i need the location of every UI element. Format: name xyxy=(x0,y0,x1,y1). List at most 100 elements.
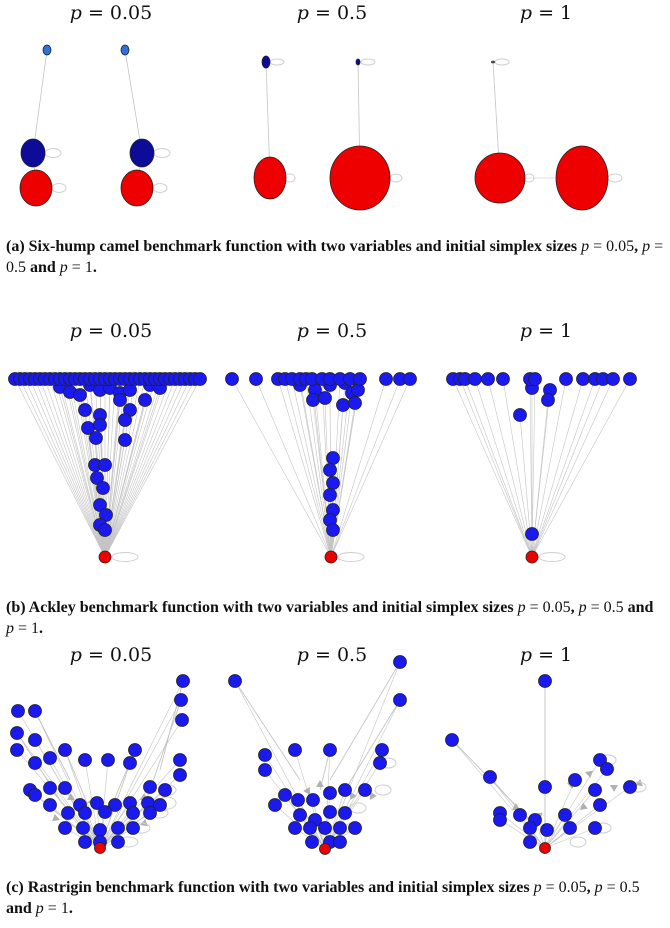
node-blue xyxy=(98,805,112,819)
edge-arrowhead xyxy=(585,770,593,779)
graph-edge xyxy=(330,378,387,558)
node-blue xyxy=(93,498,107,512)
graph-edge xyxy=(531,378,604,558)
self-loop xyxy=(152,183,168,193)
node-blue xyxy=(113,393,127,407)
self-loop xyxy=(374,784,392,796)
node-optimum xyxy=(319,843,331,855)
self-loop xyxy=(389,173,403,183)
node-blue xyxy=(98,458,112,472)
edge-arrowhead xyxy=(67,793,75,800)
node-blue xyxy=(249,372,263,386)
node-blue xyxy=(288,821,302,835)
graph-edge xyxy=(291,378,332,558)
node-blue xyxy=(588,783,602,797)
subplot-label-b-3: p = 1 xyxy=(519,320,573,342)
node-blue xyxy=(513,808,527,822)
node-blue xyxy=(58,743,72,757)
node-blue xyxy=(588,821,602,835)
node-blue xyxy=(111,821,125,835)
node-blue xyxy=(93,418,107,432)
self-loop xyxy=(607,173,623,183)
node-blue xyxy=(58,781,72,795)
graph-edge xyxy=(330,378,401,558)
node-blue xyxy=(318,391,332,405)
node-blue xyxy=(73,388,87,402)
node-blue xyxy=(513,408,527,422)
graph-edge xyxy=(24,378,106,558)
node-blue xyxy=(176,674,190,688)
node-blue xyxy=(538,780,552,794)
node-blue xyxy=(323,463,337,477)
edge-arrowhead xyxy=(370,792,377,800)
self-loop xyxy=(269,58,285,66)
node-blue xyxy=(43,798,57,812)
subplot-label-c-1: p = 0.05 xyxy=(69,644,153,666)
edge-arrowhead xyxy=(52,813,60,822)
graph-edge xyxy=(32,49,48,154)
graph-edge xyxy=(19,378,106,558)
node-blue xyxy=(173,768,187,782)
graph-edge xyxy=(502,378,533,558)
graph-edge xyxy=(99,786,151,849)
graph-edge xyxy=(544,786,631,849)
node-blue xyxy=(228,674,242,688)
node-blue xyxy=(126,806,140,820)
graph-edge xyxy=(329,661,401,781)
self-loop xyxy=(44,148,62,158)
self-loop xyxy=(153,148,171,158)
node-blue xyxy=(338,806,352,820)
graph-edge xyxy=(104,378,186,558)
graph-edge xyxy=(234,680,301,781)
node-blue xyxy=(268,798,282,812)
node-blue xyxy=(563,821,577,835)
subplot-label-a-1: p = 0.05 xyxy=(69,2,153,24)
node-blue xyxy=(493,813,507,827)
node-blue xyxy=(28,733,42,747)
graph-edge xyxy=(531,378,584,558)
self-loop xyxy=(349,802,367,814)
node-blue xyxy=(293,808,307,822)
node-blue xyxy=(348,396,362,410)
node-blue xyxy=(158,783,172,797)
graph-edge xyxy=(124,49,143,154)
node-start xyxy=(355,58,361,66)
graph-edge xyxy=(64,749,91,811)
self-loop xyxy=(111,552,139,562)
graph-edge xyxy=(104,378,191,558)
node-blue xyxy=(305,835,319,849)
node-blue xyxy=(576,372,590,386)
node-blue xyxy=(538,674,552,688)
node-blue xyxy=(375,743,389,757)
graph-edge xyxy=(34,762,101,849)
node-blue xyxy=(258,763,272,777)
node-blue xyxy=(108,798,122,812)
subplot-label-c-3: p = 1 xyxy=(519,644,573,666)
node-blue xyxy=(483,770,497,784)
node-blue xyxy=(623,780,637,794)
node-blue xyxy=(288,743,302,757)
node-blue xyxy=(118,433,132,447)
self-loop xyxy=(51,183,67,193)
node-blue xyxy=(326,451,340,465)
node-start xyxy=(42,44,52,56)
node-blue xyxy=(28,704,42,718)
graph-edge xyxy=(499,812,546,849)
subplot-label-b-2: p = 0.5 xyxy=(296,320,368,342)
node-blue xyxy=(445,733,459,747)
node-blue xyxy=(326,523,340,537)
node-optimum xyxy=(539,842,551,854)
node-blue xyxy=(373,756,387,770)
graph-edge xyxy=(499,819,546,849)
caption-b: (b) Ackley benchmark function with two v… xyxy=(6,599,654,637)
node-blue xyxy=(174,693,188,707)
node-blue xyxy=(600,762,614,776)
node-blue xyxy=(128,743,142,757)
node-blue xyxy=(306,793,320,807)
edge-arrowhead xyxy=(303,787,310,795)
edge-arrowhead xyxy=(140,818,148,827)
node-blue xyxy=(393,655,407,669)
node-blue xyxy=(358,783,372,797)
node-blue xyxy=(10,726,24,740)
graph-edge xyxy=(474,378,533,558)
